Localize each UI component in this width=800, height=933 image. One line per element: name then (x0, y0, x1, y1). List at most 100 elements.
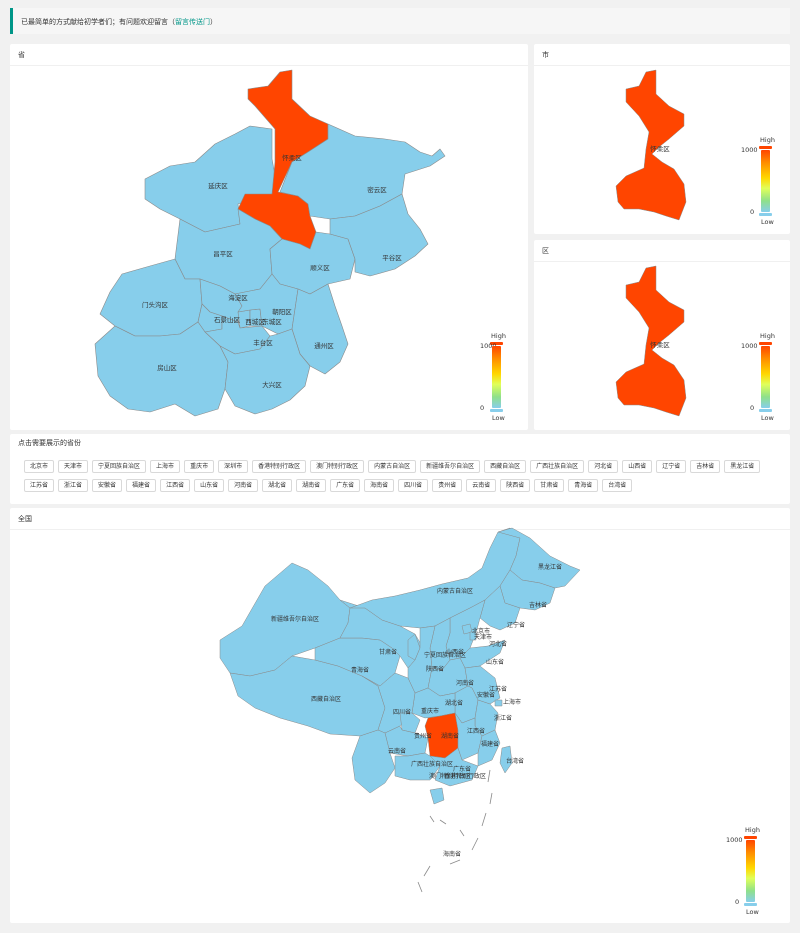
city-region-huairou[interactable] (615, 69, 687, 221)
province-button[interactable]: 黑龙江省 (724, 460, 761, 473)
beijing-label: 顺义区 (310, 264, 330, 272)
region-tianjin[interactable] (469, 631, 477, 641)
province-button[interactable]: 吉林省 (690, 460, 721, 473)
province-button[interactable]: 山东省 (194, 479, 225, 492)
province-button[interactable]: 香港特别行政区 (252, 460, 307, 473)
province-button[interactable]: 新疆维吾尔自治区 (420, 460, 481, 473)
district-region-huairou[interactable] (615, 265, 687, 417)
province-button[interactable]: 宁夏回族自治区 (92, 460, 147, 473)
china-label: 福建省 (481, 740, 499, 748)
province-button[interactable]: 河南省 (228, 479, 259, 492)
province-button[interactable]: 山西省 (622, 460, 653, 473)
province-button[interactable]: 湖北省 (262, 479, 293, 492)
province-button[interactable]: 澳门特别行政区 (310, 460, 365, 473)
notice-text: 已最简单的方式献给初学者们；有问题欢迎留言（ (21, 18, 175, 26)
province-button[interactable]: 深圳市 (218, 460, 249, 473)
beijing-label: 石景山区 (214, 315, 241, 324)
legend-gradient-bar[interactable] (492, 346, 501, 408)
region-fangshan[interactable] (94, 321, 229, 417)
china-label: 广东省 (453, 765, 471, 773)
district-visual-map: High 1000 0 Low (741, 332, 790, 427)
legend-min-value: 0 (480, 404, 485, 412)
china-label: 陕西省 (426, 665, 444, 673)
province-button[interactable]: 江苏省 (24, 479, 55, 492)
province-button[interactable]: 湖南省 (296, 479, 327, 492)
district-map-panel: 区 怀柔区 High 1000 0 Low (534, 240, 790, 430)
region-taiwan[interactable] (499, 745, 513, 774)
province-button[interactable]: 上海市 (150, 460, 181, 473)
district-legend-gradient[interactable] (761, 346, 770, 408)
beijing-label: 怀柔区 (282, 153, 302, 162)
province-visual-map: High 1000 0 Low (480, 332, 520, 427)
region-shanghai[interactable] (494, 699, 503, 707)
province-button[interactable]: 广西壮族自治区 (530, 460, 585, 473)
message-link[interactable]: 留言传送门 (175, 18, 210, 26)
city-legend-gradient[interactable] (761, 150, 770, 212)
district-legend-high: High (760, 332, 775, 340)
beijing-label: 昌平区 (213, 250, 233, 258)
province-button[interactable]: 天津市 (58, 460, 89, 473)
china-label: 四川省 (393, 708, 411, 716)
china-label: 澳门特别行政区 (429, 772, 471, 780)
province-button[interactable]: 台湾省 (602, 479, 633, 492)
province-button[interactable]: 重庆市 (184, 460, 215, 473)
china-label: 北京市 (472, 627, 490, 635)
region-daxing[interactable] (219, 328, 311, 415)
region-huairou[interactable] (237, 69, 329, 250)
beijing-label: 延庆区 (208, 181, 228, 190)
china-label: 黑龙江省 (538, 563, 562, 571)
city-legend-max: 1000 (741, 146, 758, 154)
province-button-group: 北京市 天津市 宁夏回族自治区 上海市 重庆市 深圳市 香港特别行政区 澳门特别行政区 内蒙古自… (24, 460, 786, 498)
beijing-label: 通州区 (314, 341, 334, 350)
province-button[interactable]: 福建省 (126, 479, 157, 492)
province-button[interactable]: 江西省 (160, 479, 191, 492)
province-button[interactable]: 青海省 (568, 479, 599, 492)
beijing-label: 西城区 (245, 318, 265, 326)
province-button[interactable]: 甘肃省 (534, 479, 565, 492)
province-button[interactable]: 北京市 (24, 460, 55, 473)
region-guangdong[interactable] (429, 747, 479, 787)
province-button[interactable]: 云南省 (466, 479, 497, 492)
province-button[interactable]: 安徽省 (92, 479, 123, 492)
nation-map-panel: 全国 (10, 508, 790, 923)
region-heilongjiang[interactable] (497, 527, 581, 589)
china-label: 浙江省 (494, 714, 512, 722)
china-label: 河北省 (489, 640, 507, 648)
region-liaoning[interactable] (479, 585, 521, 631)
legend-low-label: Low (492, 414, 505, 422)
city-panel-title: 市 (534, 44, 790, 66)
region-fujian[interactable] (477, 729, 501, 767)
city-legend-high: High (760, 136, 775, 144)
beijing-label: 房山区 (157, 363, 177, 372)
china-label: 辽宁省 (507, 621, 525, 629)
province-button[interactable]: 辽宁省 (656, 460, 687, 473)
china-label: 西藏自治区 (311, 695, 341, 703)
province-button[interactable]: 河北省 (588, 460, 619, 473)
nation-legend-high: High (745, 826, 760, 834)
province-button[interactable]: 陕西省 (500, 479, 531, 492)
nation-legend-gradient[interactable] (746, 840, 755, 902)
city-visual-map: High 1000 0 Low (741, 136, 790, 231)
province-button[interactable]: 广东省 (330, 479, 361, 492)
beijing-label: 东城区 (262, 317, 282, 326)
province-button[interactable]: 内蒙古自治区 (368, 460, 417, 473)
china-label: 甘肃省 (379, 648, 397, 656)
china-label: 江苏省 (489, 685, 507, 693)
china-label: 重庆市 (421, 707, 439, 715)
region-yunnan[interactable] (351, 729, 396, 794)
province-button[interactable]: 四川省 (398, 479, 429, 492)
province-button[interactable]: 贵州省 (432, 479, 463, 492)
region-pinggu[interactable] (329, 193, 429, 277)
beijing-label: 大兴区 (262, 380, 282, 389)
china-label: 云南省 (388, 747, 406, 755)
region-chongqing[interactable] (399, 712, 421, 734)
china-label: 海南省 (443, 850, 461, 858)
province-button[interactable]: 浙江省 (58, 479, 89, 492)
city-legend-min: 0 (750, 208, 755, 216)
district-label-huairou: 怀柔区 (650, 340, 670, 349)
province-button[interactable]: 海南省 (364, 479, 395, 492)
province-button[interactable]: 西藏自治区 (484, 460, 527, 473)
region-hainan[interactable] (429, 787, 445, 805)
